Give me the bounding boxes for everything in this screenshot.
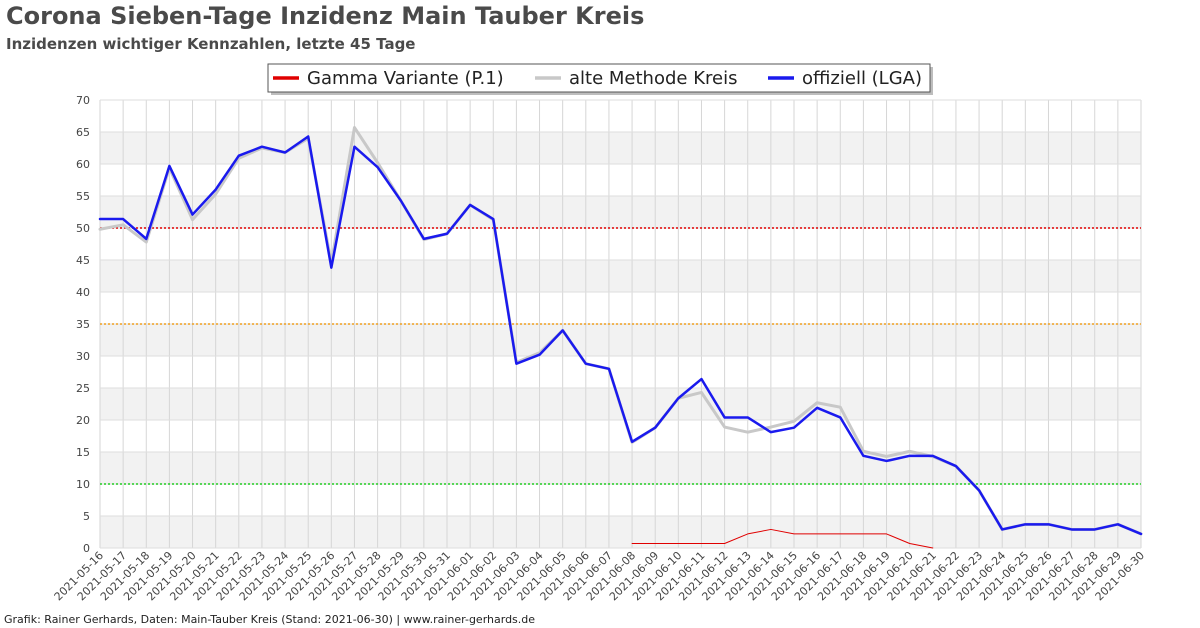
legend-box <box>267 63 931 93</box>
background-band <box>100 100 1141 132</box>
legend-label: offiziell (LGA) <box>802 68 922 89</box>
series-lines <box>98 126 1143 549</box>
y-tick-label: 65 <box>76 126 90 139</box>
y-tick-label: 45 <box>76 254 90 267</box>
y-tick-label: 0 <box>83 542 90 555</box>
background-band <box>100 228 1141 260</box>
series-line-0 <box>631 528 934 549</box>
y-tick-label: 50 <box>76 222 90 235</box>
legend-label: Gamma Variante (P.1) <box>307 68 504 89</box>
background-band <box>100 324 1141 356</box>
background-band <box>100 292 1141 324</box>
footer-credit: Grafik: Rainer Gerhards, Daten: Main-Tau… <box>4 613 536 626</box>
y-tick-label: 5 <box>83 510 90 523</box>
y-tick-label: 35 <box>76 318 90 331</box>
background-band <box>100 164 1141 196</box>
threshold-lines <box>100 227 1141 485</box>
background-band <box>100 516 1141 548</box>
y-tick-label: 60 <box>76 158 90 171</box>
background-band <box>100 356 1141 388</box>
y-tick-label: 15 <box>76 446 90 459</box>
x-axis-ticks: 2021-05-162021-05-172021-05-182021-05-19… <box>52 549 1147 603</box>
y-tick-label: 55 <box>76 190 90 203</box>
y-tick-label: 40 <box>76 286 90 299</box>
chart-title: Corona Sieben-Tage Inzidenz Main Tauber … <box>6 2 645 30</box>
series-line-2 <box>98 135 1143 536</box>
y-tick-label: 20 <box>76 414 90 427</box>
background-band <box>100 260 1141 292</box>
legend: Gamma Variante (P.1) alte Methode Kreis of… <box>267 63 933 95</box>
background-band <box>100 132 1141 164</box>
y-tick-label: 30 <box>76 350 90 363</box>
y-axis-ticks: 0 5 10 15 20 25 30 35 40 45 50 55 60 65 70 <box>76 94 90 555</box>
background-band <box>100 452 1141 484</box>
chart-subtitle: Inzidenzen wichtiger Kennzahlen, letzte … <box>6 35 416 53</box>
y-tick-label: 25 <box>76 382 90 395</box>
background-band <box>100 196 1141 228</box>
background-band <box>100 484 1141 516</box>
legend-label: alte Methode Kreis <box>569 68 737 89</box>
background-band <box>100 420 1141 452</box>
y-tick-label: 10 <box>76 478 90 491</box>
y-tick-label: 70 <box>76 94 90 107</box>
